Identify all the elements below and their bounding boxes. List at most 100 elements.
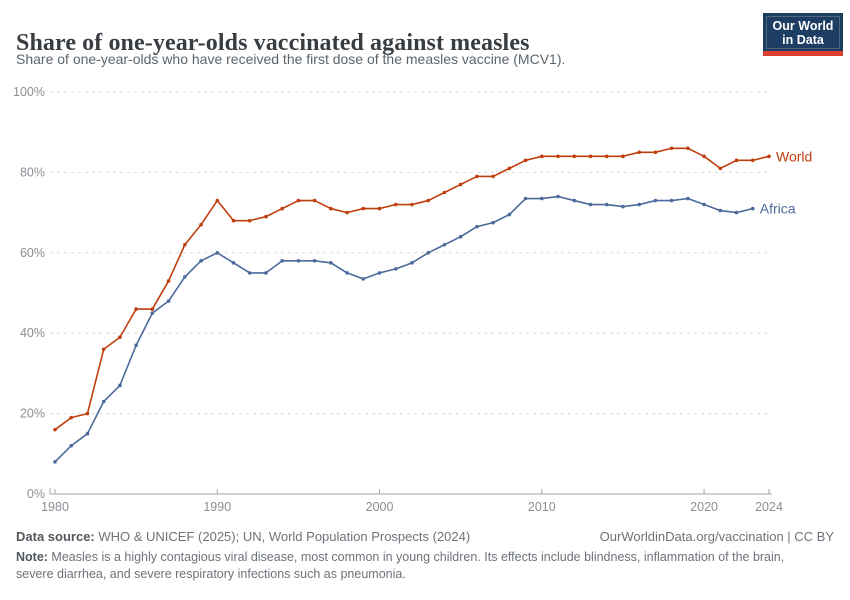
data-source: Data source: WHO & UNICEF (2025); UN, Wo…: [16, 529, 471, 544]
world-data-point: [345, 210, 349, 215]
series-label-world[interactable]: World: [776, 148, 812, 164]
x-tick-label: 1990: [203, 500, 231, 514]
africa-data-point: [637, 202, 641, 207]
africa-data-point: [101, 399, 106, 404]
line-chart: 0% 20% 40% 60% 80% 100% 1980 1990 2000 2010 2020 20…: [13, 85, 812, 514]
world-data-point: [458, 182, 463, 187]
africa-data-point: [604, 202, 609, 207]
page-title: Share of one-year-olds vaccinated agains…: [16, 30, 530, 57]
africa-data-point: [393, 267, 398, 271]
africa-data-point: [345, 271, 349, 275]
note-label: Note:: [16, 550, 48, 564]
africa-data-point: [491, 220, 495, 225]
world-data-point: [69, 415, 74, 420]
africa-data-point: [134, 343, 138, 348]
africa-data-point: [312, 259, 317, 263]
world-data-point: [280, 206, 284, 211]
africa-data-point: [523, 196, 528, 201]
africa-data-point: [215, 251, 220, 255]
africa-data-point: [507, 212, 512, 217]
chart-note: Note: Measles is a highly contagious vir…: [16, 550, 785, 581]
logo-red-bar: [763, 51, 843, 56]
y-tick-label: 80%: [20, 165, 45, 179]
world-data-point: [621, 154, 625, 159]
world-data-point: [329, 206, 333, 211]
africa-data-point: [734, 210, 739, 215]
africa-data-point: [118, 383, 122, 388]
africa-data-point: [231, 261, 236, 265]
africa-data-point: [588, 202, 593, 207]
africa-data-point: [556, 194, 560, 199]
world-data-point: [604, 154, 609, 159]
africa-data-point: [247, 271, 252, 275]
world-data-point: [377, 206, 382, 211]
world-data-point: [653, 150, 658, 155]
world-data-point: [523, 158, 528, 163]
africa-data-point: [85, 431, 90, 436]
world-data-point: [718, 166, 723, 171]
world-data-point: [150, 307, 155, 311]
world-data-point: [118, 335, 122, 340]
africa-data-point: [150, 311, 155, 315]
y-tick-label: 0%: [27, 487, 45, 501]
africa-data-point: [264, 271, 268, 275]
y-tick-label: 100%: [13, 85, 45, 99]
world-data-point: [101, 347, 106, 352]
world-data-point: [410, 202, 414, 207]
world-data-point: [264, 214, 268, 219]
africa-data-point: [442, 242, 447, 247]
world-data-point: [767, 154, 771, 159]
africa-data-point: [621, 204, 625, 209]
world-data-point: [750, 158, 755, 163]
africa-data-point: [475, 224, 479, 229]
chart-footer: Data source: WHO & UNICEF (2025); UN, Wo…: [16, 529, 834, 544]
world-data-point: [734, 158, 739, 163]
africa-data-point: [458, 234, 463, 239]
owid-link[interactable]: OurWorldinData.org/vaccination | CC BY: [599, 529, 834, 544]
y-tick-label: 60%: [20, 246, 45, 260]
africa-line[interactable]: [54, 195, 753, 463]
world-data-point: [669, 146, 674, 151]
africa-data-point: [686, 196, 690, 201]
world-data-point: [247, 218, 252, 223]
world-data-point: [134, 307, 138, 311]
world-data-point: [491, 174, 495, 179]
x-tick-label: 2000: [366, 500, 394, 514]
africa-data-point: [329, 261, 333, 265]
africa-data-point: [296, 259, 301, 263]
world-data-point: [183, 242, 187, 247]
world-data-point: [215, 198, 220, 203]
africa-data-point: [702, 202, 706, 207]
x-tick-label: 2024: [755, 500, 783, 514]
x-tick-label: 1980: [41, 500, 69, 514]
africa-data-point: [183, 275, 187, 279]
world-data-point: [540, 154, 544, 159]
y-tick-label: 20%: [20, 407, 45, 421]
africa-data-point: [750, 206, 755, 211]
owid-logo[interactable]: Our World in Data: [763, 13, 843, 56]
africa-data-point: [377, 271, 382, 275]
world-data-point: [475, 174, 479, 179]
africa-data-point: [166, 299, 171, 303]
world-data-point: [507, 166, 512, 171]
africa-data-point: [410, 261, 414, 265]
africa-data-point: [53, 460, 57, 464]
africa-data-point: [540, 196, 544, 201]
africa-data-point: [669, 198, 674, 203]
africa-data-point: [426, 251, 431, 255]
world-data-point: [393, 202, 398, 207]
africa-data-point: [653, 198, 658, 203]
africa-data-point: [572, 198, 577, 203]
world-data-point: [361, 206, 366, 211]
world-line[interactable]: [54, 147, 770, 431]
world-data-point: [231, 218, 236, 223]
world-data-point: [426, 198, 431, 203]
world-data-point: [556, 154, 560, 159]
world-data-point: [572, 154, 577, 159]
africa-data-point: [718, 208, 723, 213]
world-data-point: [199, 222, 203, 227]
world-data-point: [686, 146, 690, 151]
y-tick-label: 40%: [20, 326, 45, 340]
series-label-africa[interactable]: Africa: [760, 201, 796, 217]
world-data-point: [296, 198, 301, 203]
